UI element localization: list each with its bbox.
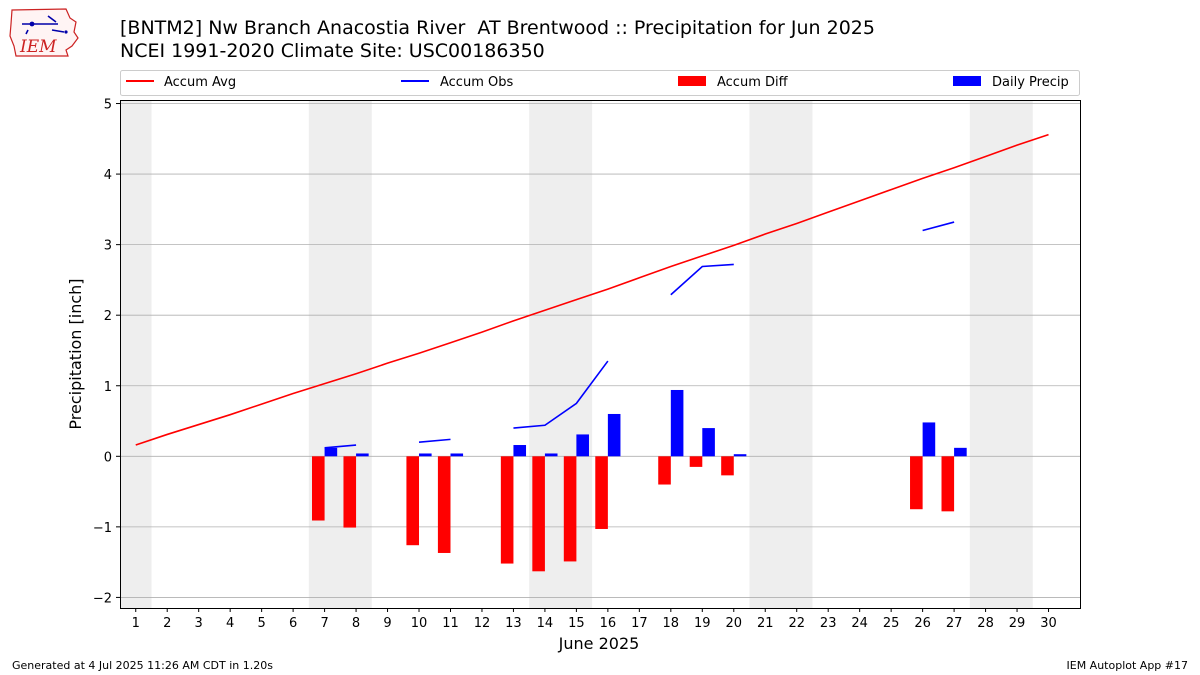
daily-precip-bar xyxy=(419,453,432,457)
app-credit: IEM Autoplot App #17 xyxy=(1066,659,1189,672)
accum-diff-bar xyxy=(563,456,577,562)
iem-logo: IEM xyxy=(9,8,79,57)
line-series xyxy=(135,133,1049,449)
y-axis-label: Precipitation [inch] xyxy=(66,278,85,429)
daily-precip-bar xyxy=(450,453,464,457)
accum-diff-bar xyxy=(406,456,420,546)
weekend-shading xyxy=(120,100,1033,608)
x-tick-label: 22 xyxy=(788,616,805,631)
y-tick-label: 3 xyxy=(104,239,112,254)
daily-precip-bar xyxy=(576,434,589,457)
x-tick-label: 16 xyxy=(600,616,617,631)
legend-label-accum-avg: Accum Avg xyxy=(164,75,236,90)
legend-swatch-accum-diff xyxy=(678,76,706,86)
x-tick-label: 5 xyxy=(257,616,265,631)
y-axis-ticks: −2 −1 0 1 2 3 4 5 xyxy=(93,98,120,606)
y-tick-label: −1 xyxy=(93,521,112,536)
bar-series xyxy=(312,389,967,572)
x-tick-label: 3 xyxy=(195,616,203,631)
y-tick-label: −2 xyxy=(93,591,112,606)
accum-diff-bar xyxy=(595,456,608,529)
x-tick-label: 4 xyxy=(226,616,234,631)
iowa-outline-shape xyxy=(9,8,79,57)
legend-label-daily-precip: Daily Precip xyxy=(992,75,1069,90)
x-tick-label: 17 xyxy=(631,616,648,631)
daily-precip-bar xyxy=(324,447,338,457)
x-tick-label: 25 xyxy=(883,616,900,631)
y-tick-label: 4 xyxy=(104,168,112,183)
daily-precip-bar xyxy=(670,389,684,457)
daily-precip-bar xyxy=(702,428,715,457)
weekend-band xyxy=(308,100,372,608)
x-tick-label: 24 xyxy=(851,616,868,631)
x-tick-label: 29 xyxy=(1009,616,1026,631)
x-tick-label: 19 xyxy=(694,616,711,631)
accum-obs-line xyxy=(418,438,451,443)
accum-diff-bar xyxy=(689,456,703,467)
weekend-band xyxy=(120,100,152,608)
legend: Accum Avg Accum Obs Accum Diff Daily Pre… xyxy=(120,70,1080,96)
weekend-band xyxy=(749,100,813,608)
x-tick-label: 2 xyxy=(163,616,171,631)
x-tick-label: 10 xyxy=(411,616,428,631)
accum-diff-bar xyxy=(910,456,923,510)
daily-precip-bar xyxy=(607,413,621,457)
accum-avg-line xyxy=(135,133,1049,446)
y-tick-label: 1 xyxy=(104,380,112,395)
x-tick-label: 8 xyxy=(352,616,360,631)
accum-diff-bar xyxy=(721,456,734,476)
x-tick-label: 18 xyxy=(663,616,680,631)
accum-diff-bar xyxy=(941,456,955,512)
x-tick-label: 12 xyxy=(474,616,491,631)
x-tick-label: 11 xyxy=(442,616,459,631)
daily-precip-bar xyxy=(954,447,967,457)
chart-title: [BNTM2] Nw Branch Anacostia River AT Bre… xyxy=(120,17,875,39)
x-tick-label: 7 xyxy=(320,616,328,631)
accum-obs-line xyxy=(513,360,609,429)
daily-precip-bar xyxy=(356,453,369,457)
weekend-band xyxy=(969,100,1033,608)
daily-precip-bar xyxy=(922,422,936,457)
chart-subtitle: NCEI 1991-2020 Climate Site: USC00186350 xyxy=(120,40,545,62)
x-tick-label: 1 xyxy=(132,616,140,631)
x-tick-label: 26 xyxy=(914,616,931,631)
x-tick-label: 15 xyxy=(568,616,585,631)
x-tick-label: 13 xyxy=(505,616,522,631)
y-tick-label: 2 xyxy=(104,309,112,324)
accum-diff-bar xyxy=(343,456,357,528)
x-tick-label: 6 xyxy=(289,616,297,631)
x-axis-ticks: 1 2 3 4 5 6 7 8 9 10 11 12 13 14 15 16 17 18 19 20 21 22 23 24 2… xyxy=(132,608,1057,631)
x-tick-label: 23 xyxy=(820,616,837,631)
legend-label-accum-obs: Accum Obs xyxy=(440,75,513,90)
x-tick-label: 28 xyxy=(977,616,994,631)
accum-obs-line xyxy=(922,221,955,232)
x-tick-label: 21 xyxy=(757,616,774,631)
daily-precip-bar xyxy=(513,445,527,457)
legend-swatch-daily-precip xyxy=(953,76,981,86)
legend-label-accum-diff: Accum Diff xyxy=(717,75,789,90)
accum-diff-bar xyxy=(532,456,545,572)
x-tick-label: 27 xyxy=(946,616,963,631)
y-tick-label: 5 xyxy=(104,98,112,113)
daily-precip-bar xyxy=(733,454,747,457)
plot-frame xyxy=(120,100,1081,609)
iem-logo-text: IEM xyxy=(19,37,57,57)
accum-diff-bar xyxy=(658,456,671,485)
legend-box xyxy=(120,70,1080,96)
accum-diff-bar xyxy=(312,456,325,521)
accum-obs-line xyxy=(670,263,734,296)
accum-diff-bar xyxy=(437,456,451,553)
y-tick-label: 0 xyxy=(104,450,112,465)
generated-timestamp: Generated at 4 Jul 2025 11:26 AM CDT in … xyxy=(12,659,273,672)
x-tick-label: 14 xyxy=(537,616,554,631)
x-tick-label: 30 xyxy=(1040,616,1057,631)
accum-obs-line xyxy=(324,444,357,449)
x-tick-label: 9 xyxy=(383,616,391,631)
daily-precip-bar xyxy=(544,453,558,457)
x-tick-label: 20 xyxy=(725,616,742,631)
accum-diff-bar xyxy=(500,456,514,564)
x-axis-label: June 2025 xyxy=(558,634,640,653)
